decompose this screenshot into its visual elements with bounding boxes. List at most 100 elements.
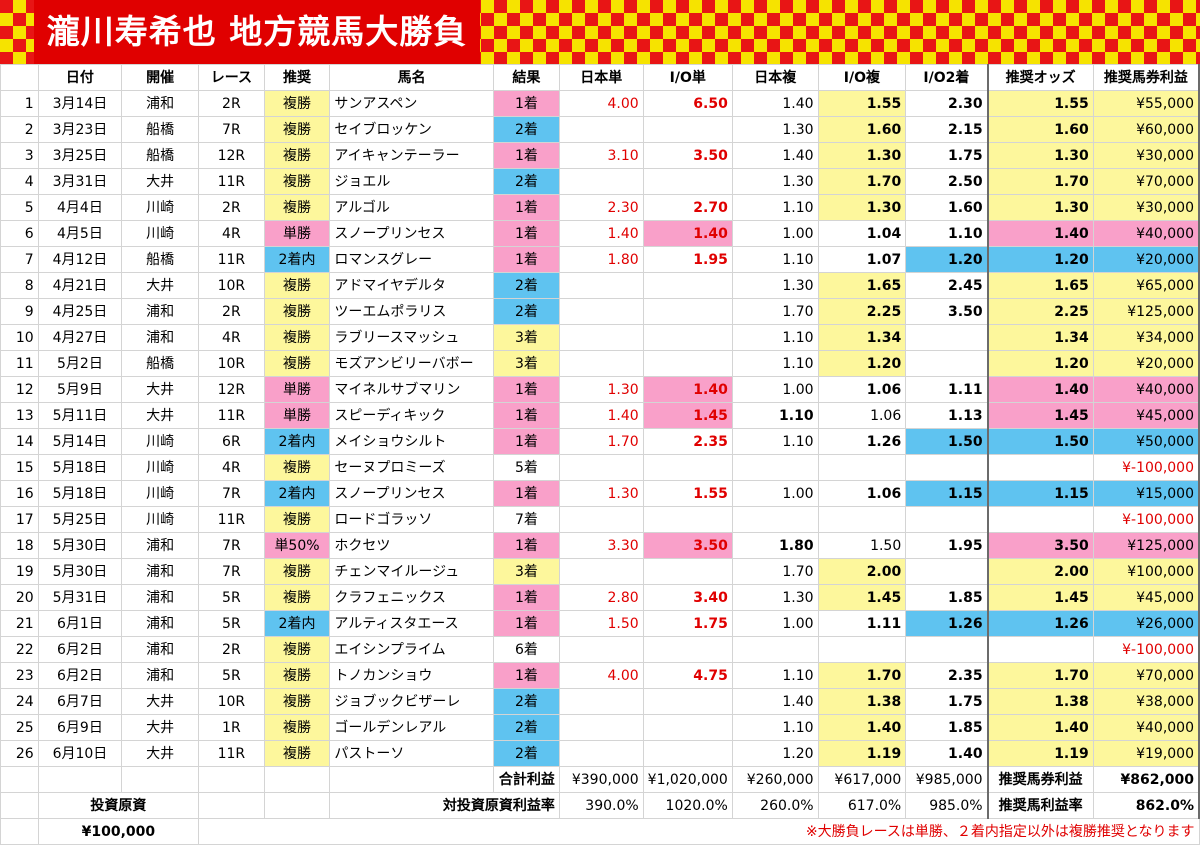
date-cell: 4月4日 [37,194,123,221]
row-index: 6 [0,220,39,247]
horse-name-cell: スピーディキック [329,402,494,429]
row-index: 1 [0,90,39,117]
venue-cell: 大井 [121,272,200,299]
jp-place-odds: 1.10 [731,662,819,689]
horse-name-cell: スノープリンセス [329,220,494,247]
table-row: 8 4月21日 大井 10R 複勝 アドマイヤデルタ 2着 1.30 1.65 2.45 1.65 ¥… [0,272,1200,299]
rec-odds: 1.70 [986,662,1094,689]
rec-odds: 1.15 [986,480,1094,507]
recommend-cell: 2着内 [263,246,331,273]
date-cell: 3月14日 [37,90,123,117]
venue-cell: 大井 [121,376,200,403]
io-place-odds: 1.55 [817,90,907,117]
jp-win-odds [558,116,644,143]
table-row: 4 3月31日 大井 11R 複勝 ジョエル 2着 1.30 1.70 2.50 1.70 ¥70,0… [0,168,1200,195]
result-cell: 1着 [492,532,560,559]
io-top2-odds: 1.85 [905,714,989,741]
rec-odds: 1.40 [986,220,1094,247]
row-index: 21 [0,610,39,637]
rec-profit: ¥65,000 [1092,272,1200,299]
row-index: 7 [0,246,39,273]
table-row: 17 5月25日 川崎 11R 複勝 ロードゴラッソ 7着 ¥-100,000 [0,506,1200,533]
result-cell: 1着 [492,142,560,169]
header-row: 日付 開催 レース 推奨 馬名 結果 日本単 I/O単 日本複 I/O複 I/O… [0,64,1200,91]
io-win-odds: 1.55 [642,480,733,507]
io-place-odds [817,454,907,481]
rate-io-win: 1020.0% [642,792,733,819]
venue-cell: 浦和 [121,324,200,351]
jp-win-odds: 4.00 [558,90,644,117]
result-cell: 1着 [492,428,560,455]
jp-place-odds: 1.10 [731,194,819,221]
io-top2-odds: 2.50 [905,168,989,195]
io-win-odds [642,298,733,325]
race-cell: 5R [198,610,265,637]
horse-name-cell: トノカンショウ [329,662,494,689]
rates-label: 対投資原資利益率 [329,792,560,819]
date-cell: 5月2日 [37,350,123,377]
io-place-odds: 1.07 [817,246,907,273]
rec-odds: 2.25 [986,298,1094,325]
io-win-odds: 1.95 [642,246,733,273]
table-row: 1 3月14日 浦和 2R 複勝 サンアスペン 1着 4.00 6.50 1.40 1.55 2.30… [0,90,1200,117]
result-cell: 1着 [492,610,560,637]
row-index: 20 [0,584,39,611]
table-row: 12 5月9日 大井 12R 単勝 マイネルサブマリン 1着 1.30 1.40 1.00 1.06… [0,376,1200,403]
race-cell: 2R [198,90,265,117]
rec-odds: 1.38 [986,688,1094,715]
race-cell: 11R [198,168,265,195]
jp-win-odds [558,272,644,299]
date-cell: 5月25日 [37,506,123,533]
row-index: 23 [0,662,39,689]
rec-profit: ¥40,000 [1092,220,1200,247]
io-place-odds: 1.34 [817,324,907,351]
venue-cell: 大井 [121,740,200,767]
header-result: 結果 [492,64,560,91]
io-place-odds: 1.65 [817,272,907,299]
venue-cell: 川崎 [121,220,200,247]
venue-cell: 川崎 [121,480,200,507]
horse-name-cell: チェンマイルージュ [329,558,494,585]
row-index: 22 [0,636,39,663]
venue-cell: 川崎 [121,428,200,455]
io-place-odds: 1.38 [817,688,907,715]
horse-name-cell: ラブリースマッシュ [329,324,494,351]
jp-place-odds: 1.30 [731,272,819,299]
io-top2-odds: 1.40 [905,740,989,767]
table-row: 19 5月30日 浦和 7R 複勝 チェンマイルージュ 3着 1.70 2.00 2.00 ¥100… [0,558,1200,585]
race-cell: 5R [198,662,265,689]
race-cell: 10R [198,350,265,377]
horse-name-cell: アルティスタエース [329,610,494,637]
race-cell: 12R [198,142,265,169]
horse-name-cell: クラフェニックス [329,584,494,611]
race-cell: 11R [198,506,265,533]
venue-cell: 船橋 [121,350,200,377]
recommend-cell: 複勝 [263,506,331,533]
date-cell: 5月30日 [37,558,123,585]
rec-odds: 1.34 [986,324,1094,351]
jp-win-odds: 3.10 [558,142,644,169]
row-index: 10 [0,324,39,351]
jp-place-odds: 1.00 [731,376,819,403]
row-index: 8 [0,272,39,299]
date-cell: 6月1日 [37,610,123,637]
jp-place-odds: 1.20 [731,740,819,767]
venue-cell: 浦和 [121,584,200,611]
horse-name-cell: アイキャンテーラー [329,142,494,169]
header-horse: 馬名 [329,64,494,91]
io-place-odds: 1.30 [817,142,907,169]
jp-win-odds [558,688,644,715]
rec-profit: ¥15,000 [1092,480,1200,507]
rec-profit: ¥125,000 [1092,298,1200,325]
table-row: 16 5月18日 川崎 7R 2着内 スノープリンセス 1着 1.30 1.55 1.00 1.06… [0,480,1200,507]
io-top2-odds: 2.35 [905,662,989,689]
jp-win-odds: 1.50 [558,610,644,637]
row-index: 11 [0,350,39,377]
jp-win-odds: 3.30 [558,532,644,559]
jp-place-odds: 1.80 [731,532,819,559]
io-win-odds [642,558,733,585]
horse-name-cell: ホクセツ [329,532,494,559]
rec-profit: ¥40,000 [1092,714,1200,741]
result-cell: 1着 [492,194,560,221]
jp-place-odds: 1.10 [731,714,819,741]
